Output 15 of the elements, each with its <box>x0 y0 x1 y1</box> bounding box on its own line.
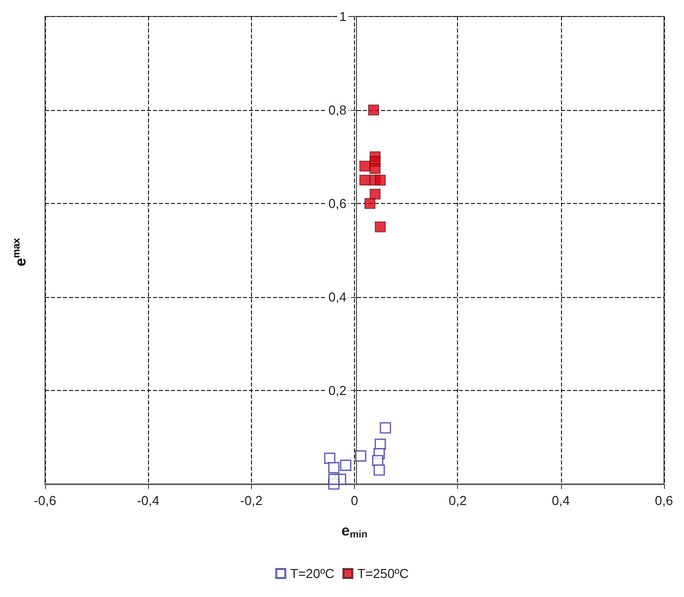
x-tick-label: 0,6 <box>654 493 674 508</box>
legend-label: T=20ºC <box>290 566 334 581</box>
x-tick-label: 0,2 <box>448 493 467 508</box>
y-tick-label: 0,2 <box>328 383 346 398</box>
y-tick-label: 0,8 <box>328 102 346 118</box>
y-tick-label: 1 <box>339 9 346 24</box>
x-tick-label: -0,2 <box>240 493 263 508</box>
x-tick-label: -0,6 <box>34 493 56 508</box>
x-tick-label: 0,4 <box>552 493 570 508</box>
x-tick-label: -0,4 <box>136 493 160 508</box>
y-tick-label: 0,6 <box>328 196 346 211</box>
legend-label: T=250ºC <box>357 566 409 581</box>
y-tick-label: 0,4 <box>328 290 346 304</box>
x-tick-label: 0 <box>350 493 358 508</box>
y-axis-title: emax <box>12 238 30 266</box>
